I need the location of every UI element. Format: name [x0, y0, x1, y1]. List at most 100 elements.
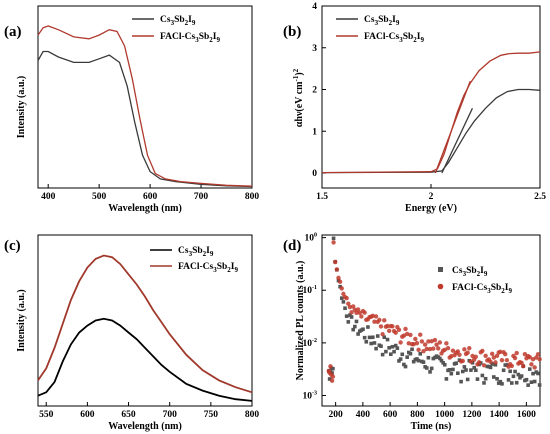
data-point	[481, 363, 487, 368]
data-point	[498, 379, 503, 384]
panel-label-d: (d)	[283, 238, 301, 254]
legend-text: I	[188, 15, 192, 25]
x-tick-label: 800	[245, 192, 260, 202]
data-point	[369, 341, 373, 346]
data-point	[421, 348, 426, 354]
legend-subscript: 9	[234, 266, 238, 274]
data-point	[361, 327, 365, 332]
legend-entry: Cs3Sb2I9	[160, 15, 196, 27]
legend-subscript: 3	[463, 270, 467, 278]
y-tick-exponent: -3	[312, 390, 317, 396]
data-point	[384, 349, 388, 354]
legend-subscript: 2	[227, 266, 231, 274]
legend-subscript: 3	[213, 266, 217, 274]
legend-marker	[438, 267, 443, 272]
legend-text: Cs	[364, 15, 375, 25]
legend-subscript: 9	[420, 36, 424, 44]
y-tick-label: 0	[312, 169, 317, 179]
series-line	[321, 88, 541, 174]
panel-a-chart: 400 500 600 700 800 Wavelength (nm) Intensity …	[16, 5, 260, 214]
data-point	[329, 378, 335, 383]
data-point	[392, 349, 396, 354]
data-point	[379, 344, 383, 348]
data-point	[442, 347, 447, 353]
data-point	[519, 374, 524, 378]
legend-subscript: 3	[189, 250, 193, 258]
data-point	[472, 365, 476, 370]
data-point	[495, 377, 499, 381]
data-point	[418, 352, 423, 356]
data-point	[527, 367, 532, 371]
x-tick-label: 2	[429, 192, 434, 202]
x-tick-label: 400	[41, 192, 56, 202]
data-point	[476, 360, 482, 365]
data-point	[503, 351, 508, 357]
data-point	[514, 380, 519, 385]
legend-marker	[437, 283, 444, 290]
data-point	[465, 377, 470, 382]
data-point	[422, 342, 428, 347]
y-tick-label: 3	[312, 44, 317, 54]
x-tick-label: 1000	[435, 410, 454, 420]
data-point	[354, 319, 359, 324]
data-point	[331, 240, 336, 245]
data-point	[535, 352, 541, 357]
data-point	[494, 353, 500, 359]
data-point	[467, 345, 472, 351]
data-point	[390, 344, 395, 349]
data-point	[498, 349, 503, 355]
data-point	[536, 371, 540, 376]
data-point	[382, 335, 387, 340]
legend-entry: FACl-Cs3Sb2I9	[160, 32, 220, 44]
legend-text: FACl-Cs	[178, 262, 213, 272]
y-tick-label: 2	[312, 86, 317, 96]
y-axis-label: Intensity (a.u.)	[16, 76, 27, 139]
data-point	[492, 375, 496, 379]
series-line	[37, 317, 253, 402]
y-label-text: αhν(eV cm	[294, 81, 305, 127]
data-point	[459, 379, 463, 384]
data-point	[380, 332, 385, 337]
data-point	[524, 377, 529, 382]
plot-frame	[37, 234, 253, 407]
data-point	[355, 307, 361, 312]
data-point	[327, 377, 332, 381]
data-point	[464, 368, 468, 372]
data-point	[403, 364, 408, 369]
data-point	[509, 381, 514, 385]
legend-subscript: 2	[413, 36, 417, 44]
data-point	[434, 342, 439, 347]
legend-text: I	[417, 32, 421, 42]
legend-text: I	[392, 15, 396, 25]
data-point	[428, 370, 432, 374]
x-tick-label: 550	[39, 410, 54, 420]
legend-entry: Cs3Sb2I9	[178, 246, 214, 258]
legend-text: FACl-Cs	[452, 283, 487, 293]
data-point	[401, 333, 407, 338]
legend-text: Cs	[452, 266, 463, 276]
data-point	[344, 314, 349, 318]
data-point	[468, 359, 474, 364]
data-point	[385, 323, 390, 329]
x-tick-label: 600	[383, 410, 398, 420]
legend-subscript: 2	[501, 287, 505, 295]
data-point	[374, 346, 378, 351]
x-tick-label: 1600	[517, 410, 536, 420]
legend-subscript: 9	[192, 19, 196, 27]
legend-subscript: 9	[216, 36, 220, 44]
legend-text: Sb	[217, 262, 228, 272]
data-point	[357, 310, 362, 315]
data-point	[455, 349, 461, 354]
data-point	[529, 380, 534, 385]
data-point	[451, 367, 455, 372]
data-point	[338, 284, 342, 289]
data-point	[371, 335, 375, 340]
legend-text: I	[505, 283, 509, 293]
data-point	[359, 314, 364, 319]
x-tick-label: 500	[92, 192, 107, 202]
data-point	[505, 363, 509, 367]
legend-text: Sb	[403, 32, 414, 42]
data-point	[445, 346, 451, 351]
legend-text: Sb	[199, 32, 210, 42]
data-point	[526, 383, 530, 387]
